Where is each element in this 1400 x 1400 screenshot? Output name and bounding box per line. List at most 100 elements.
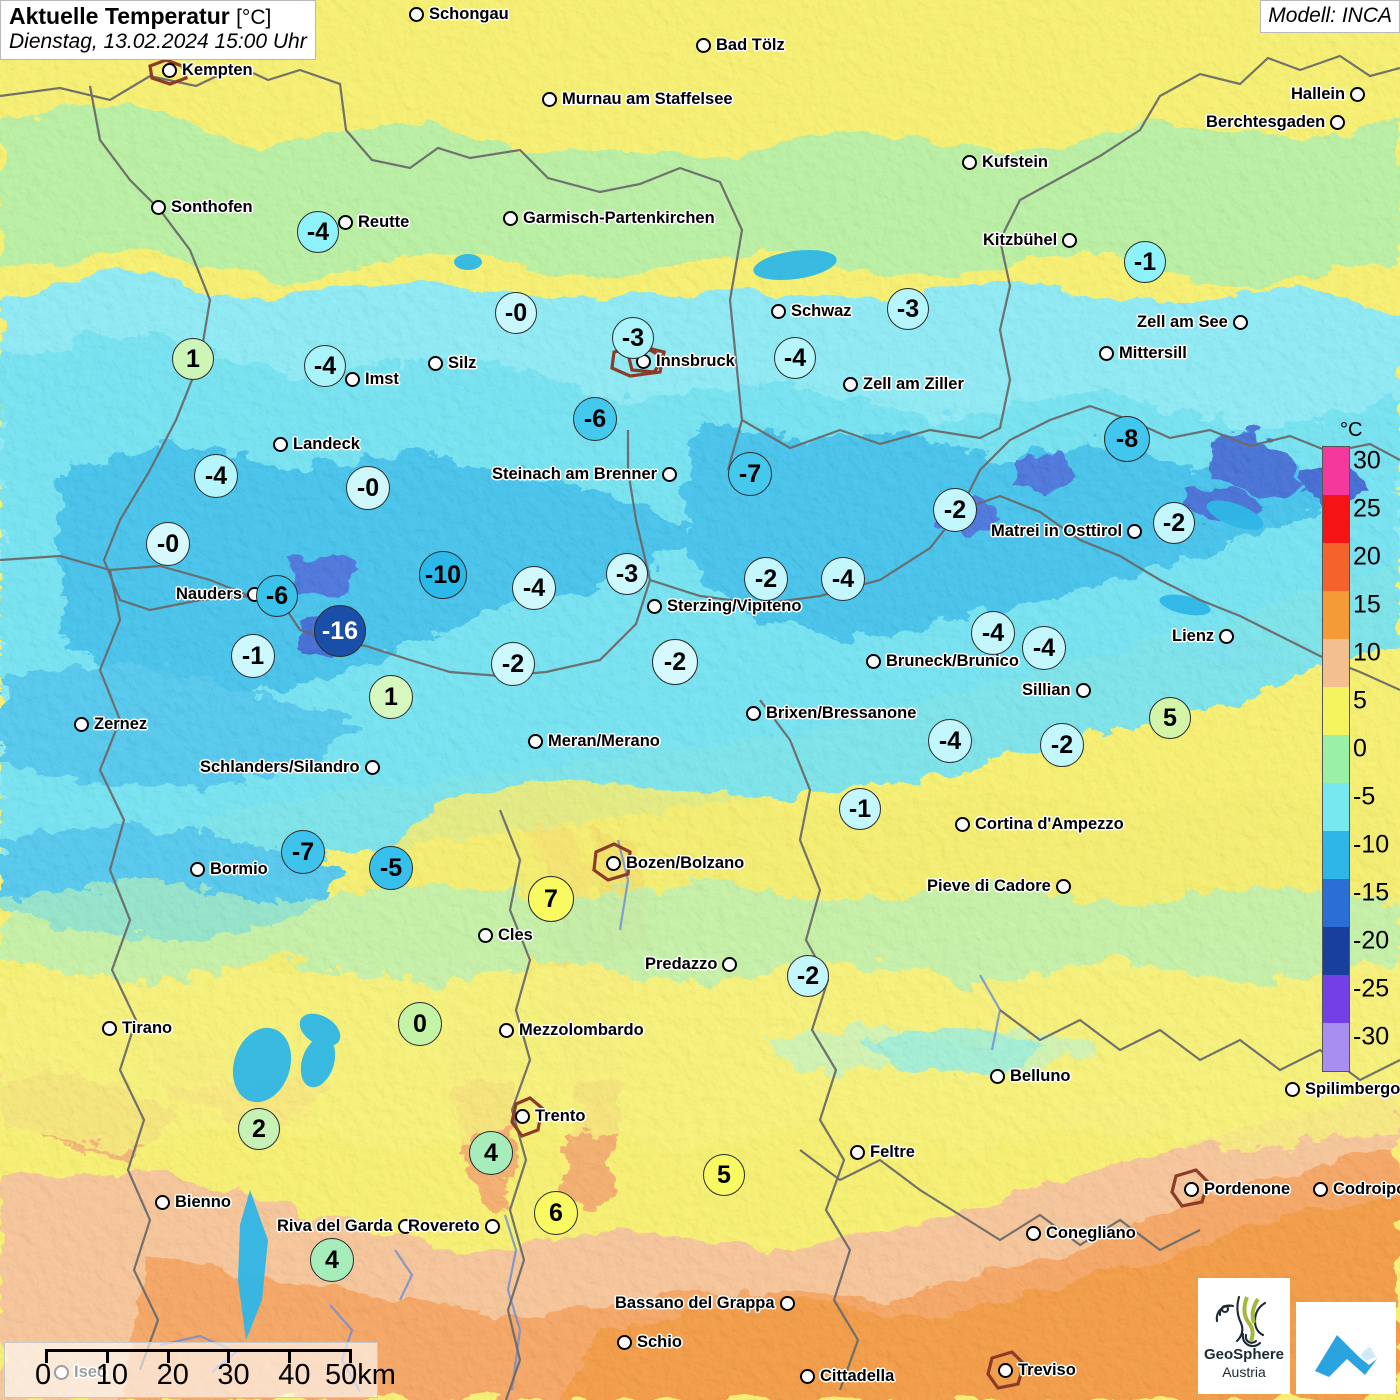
temperature-observation-marker: -1 [231,634,275,678]
city-name-text: Berchtesgaden [1206,112,1326,131]
scale-bar-tick-text: 50km [325,1359,396,1391]
city-marker-icon [155,1194,170,1210]
city-marker-icon [779,1295,795,1311]
city-marker-icon [345,371,360,387]
scale-bar: 0 10 20 30 40 50km [4,1342,396,1398]
city-marker-icon [151,199,166,215]
city-name-text: Riva del Garda [277,1216,393,1235]
colorbar-tick-label: 10 [1353,638,1381,667]
temperature-observation-marker: 1 [369,675,413,719]
city-label: Schongau [409,5,509,24]
temperature-observation-marker: 6 [534,1191,578,1235]
city-name-text: Schio [637,1332,682,1351]
temperature-observation-marker: -4 [304,345,346,387]
city-label: Cortina d'Ampezzo [955,815,1124,834]
city-name-text: Kitzbühel [983,230,1058,249]
city-label: Pieve di Cadore [927,877,1071,896]
city-label: Tirano [102,1019,172,1038]
colorbar-band: -15 [1323,878,1389,927]
city-label: Zernez [74,715,147,734]
temperature-observation-marker: -0 [146,522,190,566]
colorbar-unit-label: °C [1340,419,1363,441]
city-label: Bozen/Bolzano [606,854,744,873]
city-name-text: Meran/Merano [548,731,660,750]
temperature-observation-marker: -3 [606,553,648,595]
city-marker-icon [503,210,518,226]
city-marker-icon [499,1022,514,1038]
city-marker-icon [617,1334,632,1350]
temperature-observation-marker: -10 [419,551,467,599]
city-label: Pordenone [1184,1180,1290,1199]
temperature-observation-marker: -0 [495,292,537,334]
temperature-observation-marker: -3 [887,288,929,330]
colorbar-band: 25 [1323,494,1381,543]
city-marker-icon [722,956,738,972]
city-label: Feltre [850,1143,915,1162]
model-label: Modell: INCA [1260,0,1400,33]
temperature-observation-marker: -4 [512,566,556,610]
city-marker-icon [428,355,443,371]
city-label: Kitzbühel [983,230,1078,250]
colorbar-tick-label: 5 [1353,686,1367,715]
city-label: Bassano del Grappa [615,1294,795,1313]
city-marker-icon [1075,682,1091,698]
city-label: Schio [617,1333,682,1352]
temperature-observation-marker: -2 [933,488,977,532]
city-marker-icon [843,376,858,392]
city-marker-icon [606,855,621,871]
city-label: Zell am Ziller [843,375,964,394]
page-title: Aktuelle Temperatur [°C] [9,3,307,30]
city-name-text: Tirano [122,1018,173,1037]
city-label: Hallein [1291,85,1366,104]
city-marker-icon [990,1068,1005,1084]
city-label: Murnau am Staffelsee [542,90,733,109]
temperature-observation-marker: 5 [703,1154,745,1196]
city-label: Matrei in Osttirol [991,522,1143,541]
city-name-text: Kempten [182,60,253,79]
colorbar-bands: 30 25 20 15 10 5 0 -5 -10 -15 -20 -25 -30 [1322,446,1389,1072]
temperature-observation-marker: -2 [744,557,788,601]
colorbar-tick-label: 25 [1353,494,1381,523]
temperature-observation-marker: -4 [971,611,1015,655]
city-marker-icon [1330,114,1346,130]
city-label: Lienz [1172,627,1235,646]
city-marker-icon [1350,86,1366,102]
city-name-text: Zernez [94,714,148,733]
temperature-observation-marker: -16 [314,605,366,657]
city-marker-icon [746,705,761,721]
city-name-text: Mittersill [1119,343,1187,362]
city-marker-icon [1127,523,1143,539]
city-marker-icon [273,436,288,452]
city-marker-icon [162,62,177,78]
scale-bar-labels: 0 10 20 30 40 50km [13,1359,396,1395]
city-name-text: Bormio [210,859,268,878]
colorbar-band: 15 [1323,590,1381,639]
city-marker-icon [955,816,970,832]
temperature-observation-marker: 7 [528,876,574,922]
city-marker-icon [338,214,353,230]
city-name-text: Landeck [293,434,360,453]
city-label: Steinach am Brenner [492,465,678,484]
temperature-observation-marker: -6 [573,397,617,441]
scale-bar-tick [166,1349,170,1363]
city-label: Nauders [176,585,263,604]
city-marker-icon [397,1218,413,1234]
city-name-text: Reutte [358,212,410,231]
city-name-text: Bad Tölz [716,35,785,54]
city-name-text: Cles [498,925,533,944]
temperature-observation-marker: -2 [787,955,829,997]
temperature-observation-marker: 2 [238,1108,280,1150]
temperature-observation-marker: 4 [310,1238,354,1282]
city-marker-icon [515,1108,530,1124]
temperature-observation-marker: 4 [469,1131,513,1175]
colorbar-band: -5 [1323,782,1375,831]
temperature-observation-marker: -4 [1022,626,1066,670]
colorbar-band: -30 [1323,1022,1389,1071]
city-name-text: Bassano del Grappa [615,1293,775,1312]
city-name-text: Conegliano [1046,1223,1136,1242]
colorbar-tick-label: -25 [1353,974,1390,1003]
city-name-text: Schlanders/Silandro [200,757,360,776]
geosphere-logo-line2: Austria [1222,1363,1266,1380]
city-name-text: Imst [365,369,399,388]
